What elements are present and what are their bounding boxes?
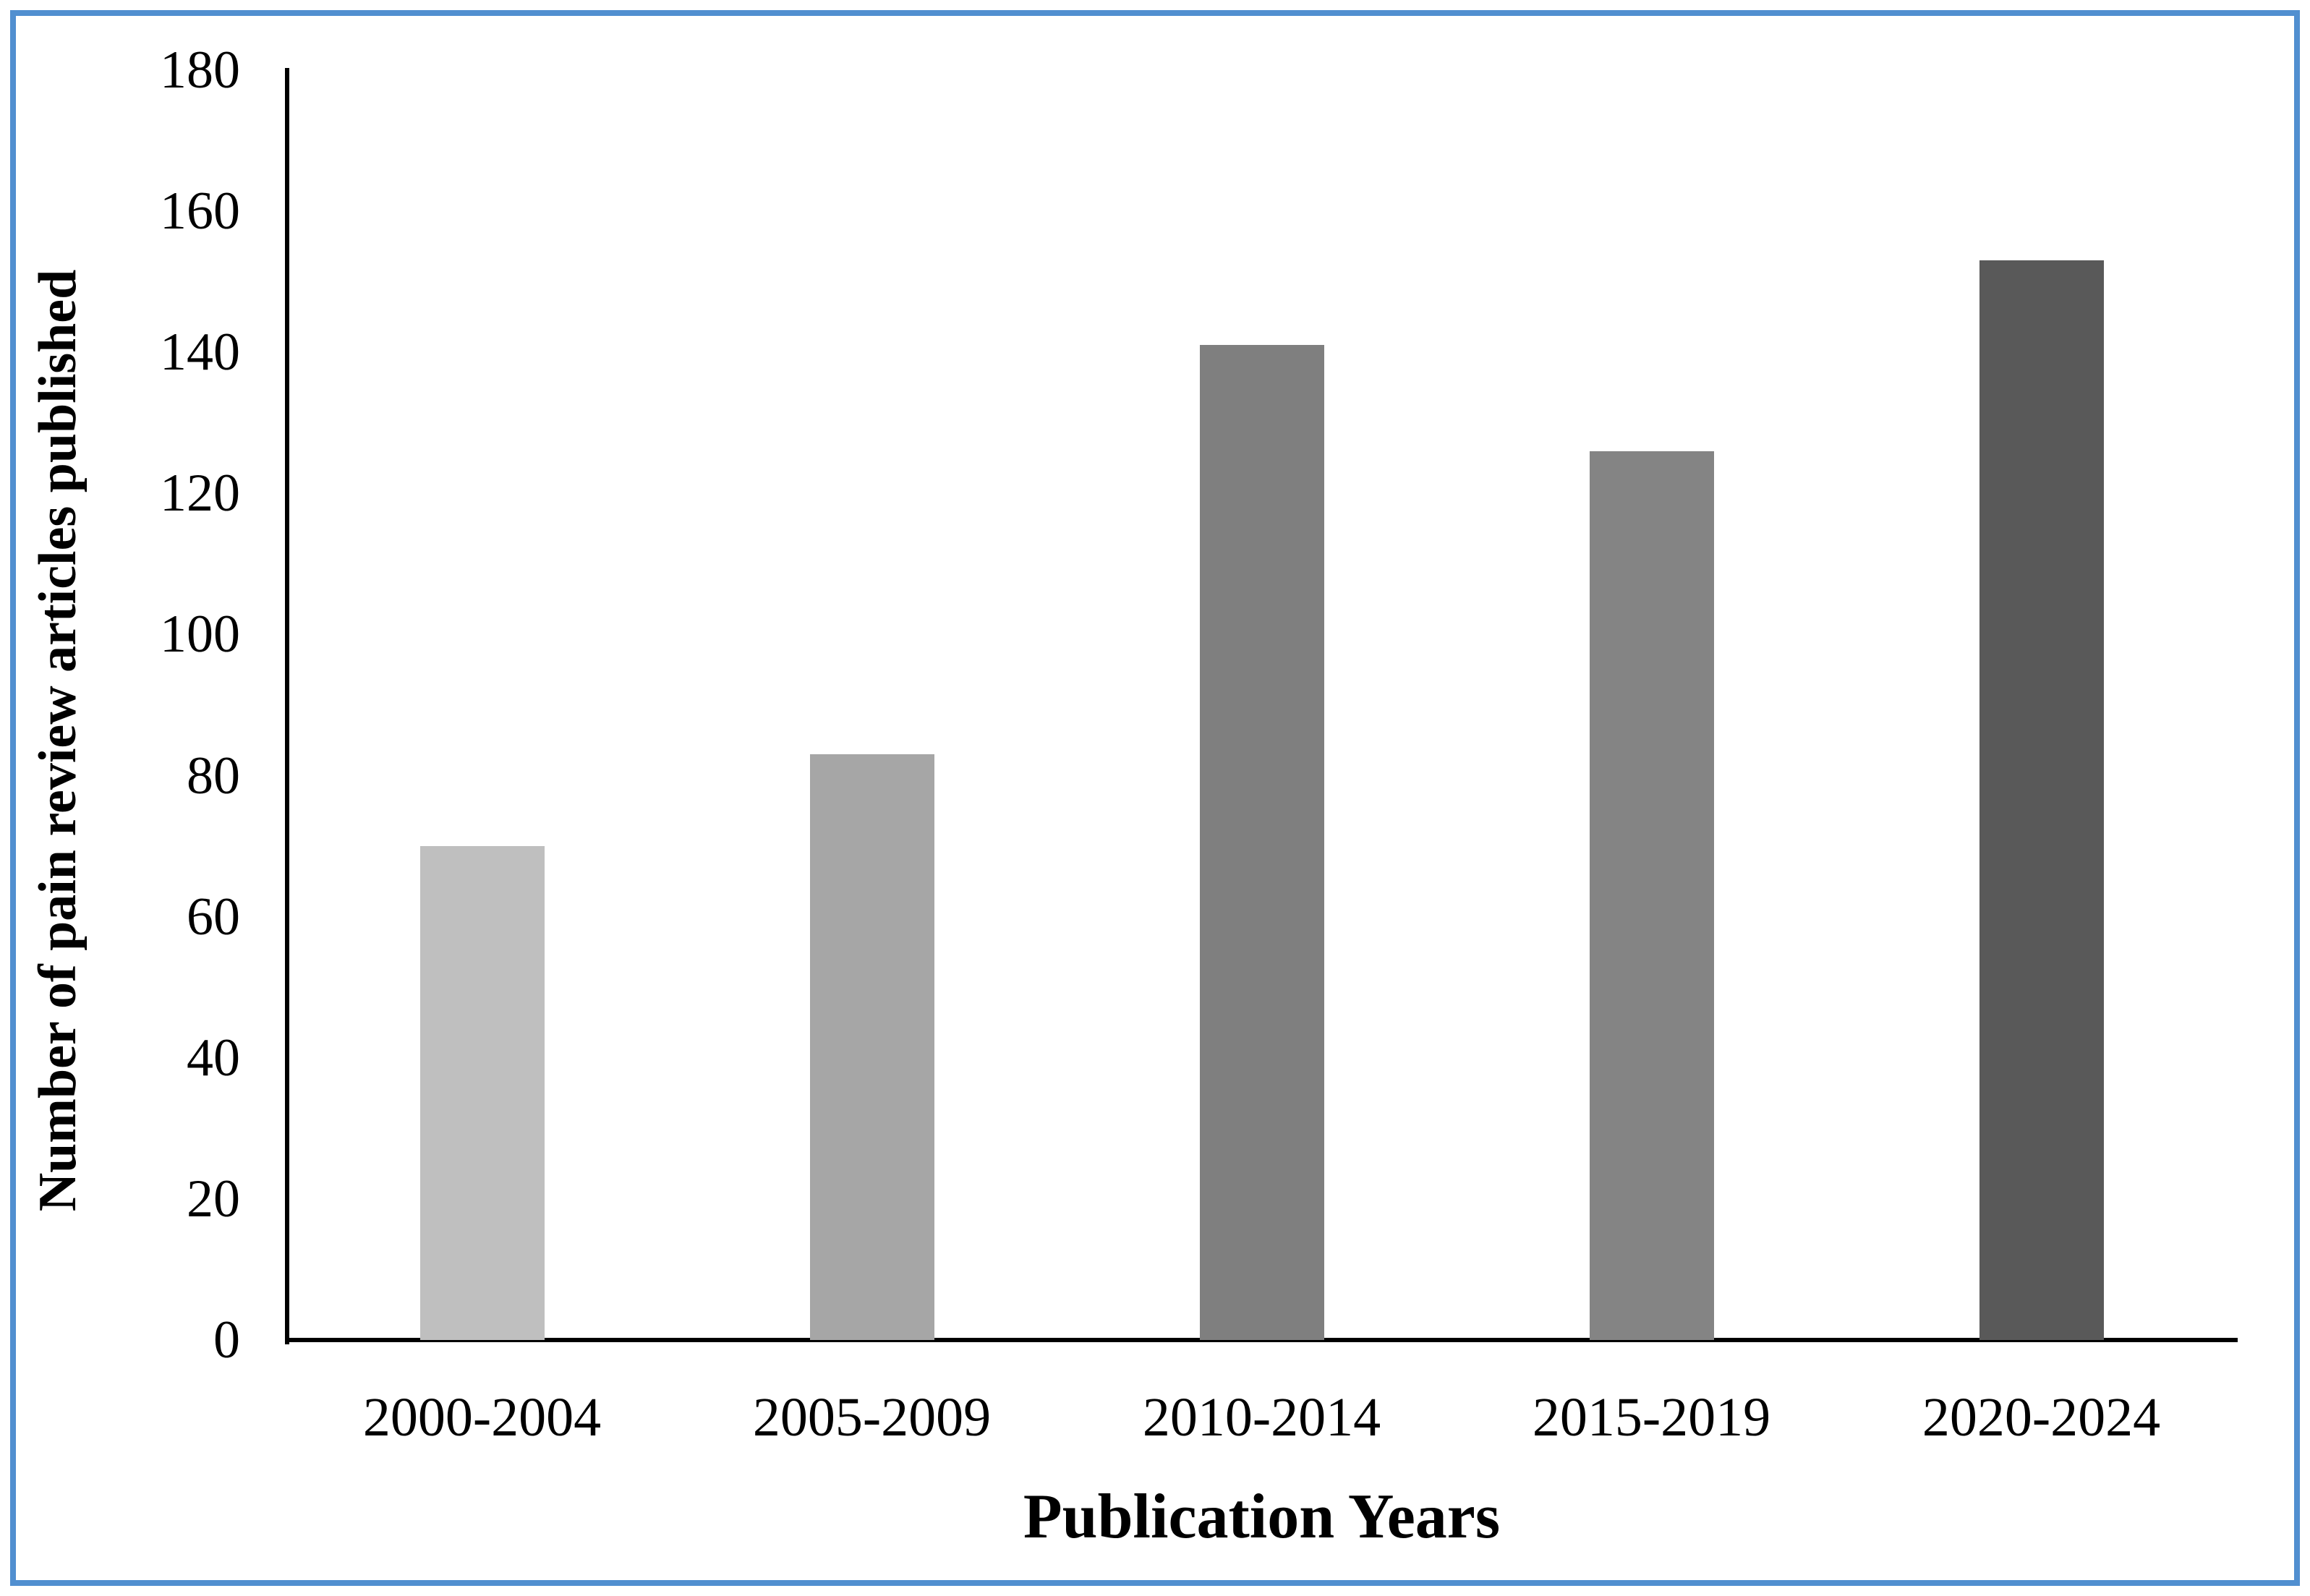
y-axis-line <box>285 68 289 1344</box>
y-tick-label: 100 <box>160 605 240 665</box>
x-category-label: 2015-2019 <box>1532 1387 1771 1448</box>
y-tick-label: 120 <box>160 464 240 524</box>
y-tick-label: 20 <box>187 1169 240 1229</box>
bar-2010-2014 <box>1200 345 1324 1340</box>
bar-2020-2024 <box>1979 260 2104 1340</box>
x-category-label: 2010-2014 <box>1142 1387 1381 1448</box>
y-tick-label: 40 <box>187 1028 240 1088</box>
x-axis-title: Publication Years <box>1023 1482 1501 1552</box>
bar-2000-2004 <box>420 846 545 1340</box>
chart-frame-border <box>10 10 2300 1586</box>
bar-2005-2009 <box>810 754 934 1340</box>
x-axis-line <box>285 1338 2238 1342</box>
x-category-label: 2005-2009 <box>752 1387 992 1448</box>
y-tick-label: 140 <box>160 323 240 383</box>
y-tick-label: 60 <box>187 887 240 947</box>
x-category-label: 2020-2024 <box>1922 1387 2161 1448</box>
y-tick-label: 160 <box>160 182 240 242</box>
y-tick-label: 80 <box>187 746 240 806</box>
x-category-label: 2000-2004 <box>362 1387 602 1448</box>
bar-2015-2019 <box>1590 451 1714 1340</box>
y-tick-label: 180 <box>160 40 240 100</box>
y-tick-label: 0 <box>213 1310 240 1370</box>
